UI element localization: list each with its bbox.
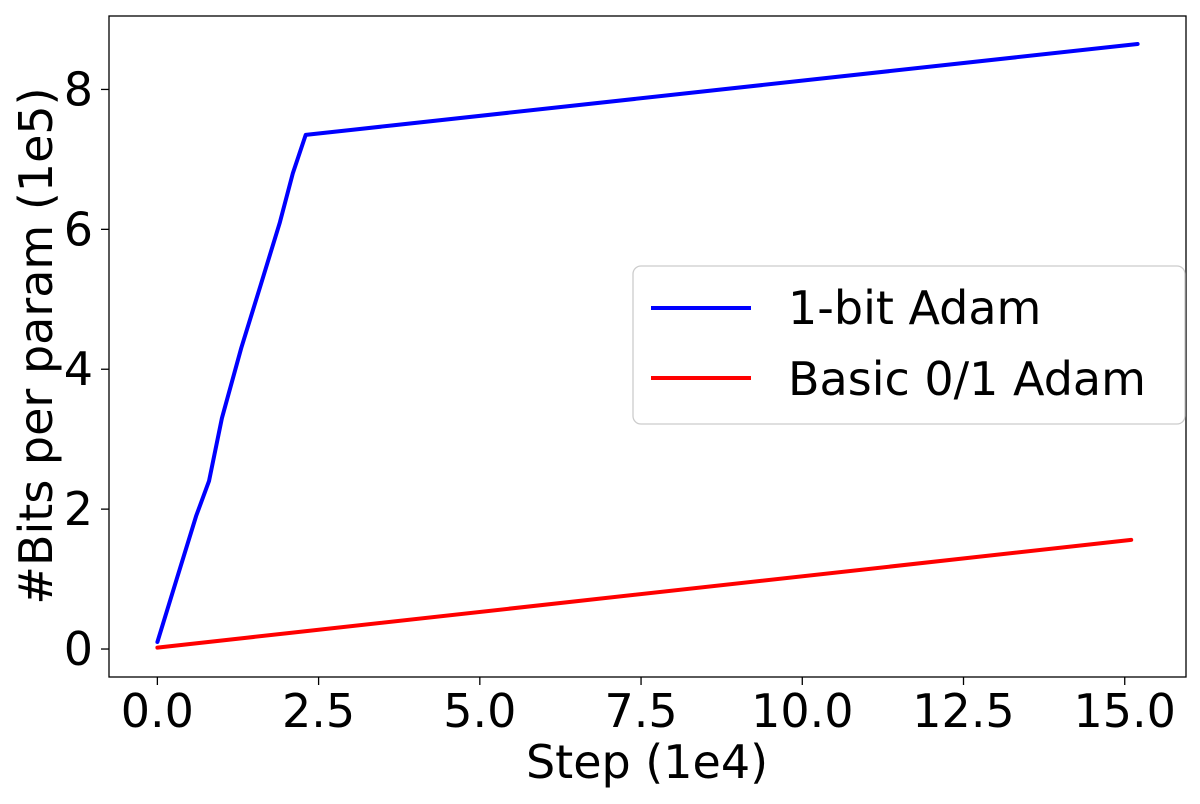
x-tick-label: 7.5 [604, 684, 677, 738]
series-line-1 [155, 537, 1134, 650]
x-tick-label: 0.0 [121, 684, 194, 738]
plot-frame [108, 15, 1187, 678]
y-tick-label: 4 [64, 342, 93, 396]
legend: 1-bit Adam Basic 0/1 Adam [632, 265, 1186, 425]
y-tick-label: 2 [64, 482, 93, 536]
x-axis-label: Step (1e4) [526, 735, 768, 789]
x-tick-label: 15.0 [1074, 684, 1176, 738]
x-tick-label: 5.0 [443, 684, 516, 738]
y-tick-label: 0 [64, 622, 93, 676]
x-tick-label: 12.5 [912, 684, 1014, 738]
x-tick-label: 10.0 [751, 684, 853, 738]
legend-label-basic-01-adam: Basic 0/1 Adam [788, 352, 1146, 406]
legend-label-1bit-adam: 1-bit Adam [788, 281, 1041, 335]
legend-box [632, 265, 1186, 425]
y-axis-label: #Bits per param (1e5) [9, 87, 63, 604]
x-axis-ticks: 0.0 2.5 5.0 7.5 10.0 12.5 15.0 [121, 677, 1176, 738]
x-tick-label: 2.5 [282, 684, 355, 738]
series-lines-layer [155, 42, 1140, 650]
series-line-0 [155, 42, 1140, 644]
y-tick-label: 6 [64, 202, 93, 256]
y-tick-label: 8 [64, 62, 93, 116]
y-axis-ticks: 0 2 4 6 8 [64, 62, 109, 676]
